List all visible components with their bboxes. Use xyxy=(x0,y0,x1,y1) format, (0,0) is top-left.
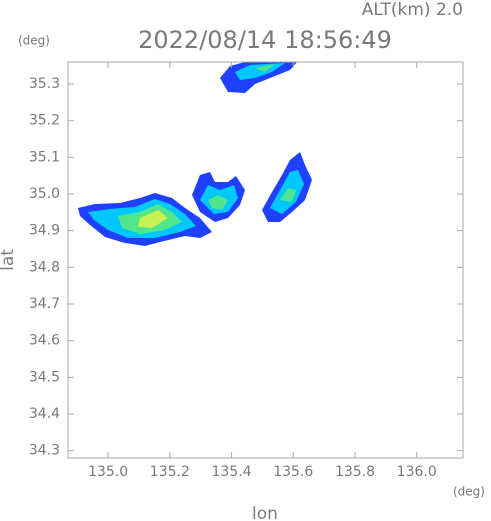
x-tick-label: 135.0 xyxy=(88,464,128,480)
y-tick-label: 34.6 xyxy=(29,333,60,349)
y-tick-label: 34.8 xyxy=(29,259,60,275)
echo-region xyxy=(280,188,296,202)
y-tick-label: 35.0 xyxy=(29,186,60,202)
x-tick-label: 135.6 xyxy=(273,464,313,480)
y-tick-label: 35.3 xyxy=(29,76,60,92)
chart-subtitle: ALT(km) 2.0 xyxy=(362,0,463,20)
x-tick-label: 136.0 xyxy=(397,464,437,480)
echo-regions xyxy=(78,62,312,246)
y-tick-label: 34.4 xyxy=(29,406,60,422)
y-tick-label: 35.1 xyxy=(29,149,60,165)
x-axis-label: lon xyxy=(252,504,278,521)
y-tick-label: 34.5 xyxy=(29,369,60,385)
x-tick-label: 135.4 xyxy=(212,464,252,480)
y-unit: (deg) xyxy=(18,34,50,48)
chart-title: 2022/08/14 18:56:49 xyxy=(138,26,392,54)
x-unit: (deg) xyxy=(453,485,485,499)
y-tick-label: 34.7 xyxy=(29,296,60,312)
y-tick-label: 35.2 xyxy=(29,113,60,129)
y-axis-label: lat xyxy=(0,249,18,271)
y-tick-label: 34.9 xyxy=(29,223,60,239)
y-tick-label: 34.3 xyxy=(29,443,60,459)
echo-region xyxy=(138,210,168,228)
echo-region xyxy=(235,63,285,80)
x-tick-label: 135.2 xyxy=(150,464,190,480)
plot-frame xyxy=(67,61,464,459)
echo-region xyxy=(208,195,228,210)
echo-region xyxy=(220,62,297,93)
x-tick-label: 135.8 xyxy=(335,464,375,480)
echo-region xyxy=(255,64,275,72)
